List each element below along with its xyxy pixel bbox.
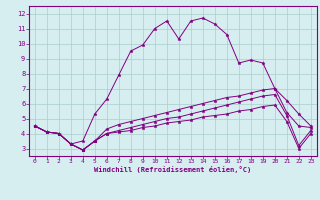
X-axis label: Windchill (Refroidissement éolien,°C): Windchill (Refroidissement éolien,°C): [94, 166, 252, 173]
